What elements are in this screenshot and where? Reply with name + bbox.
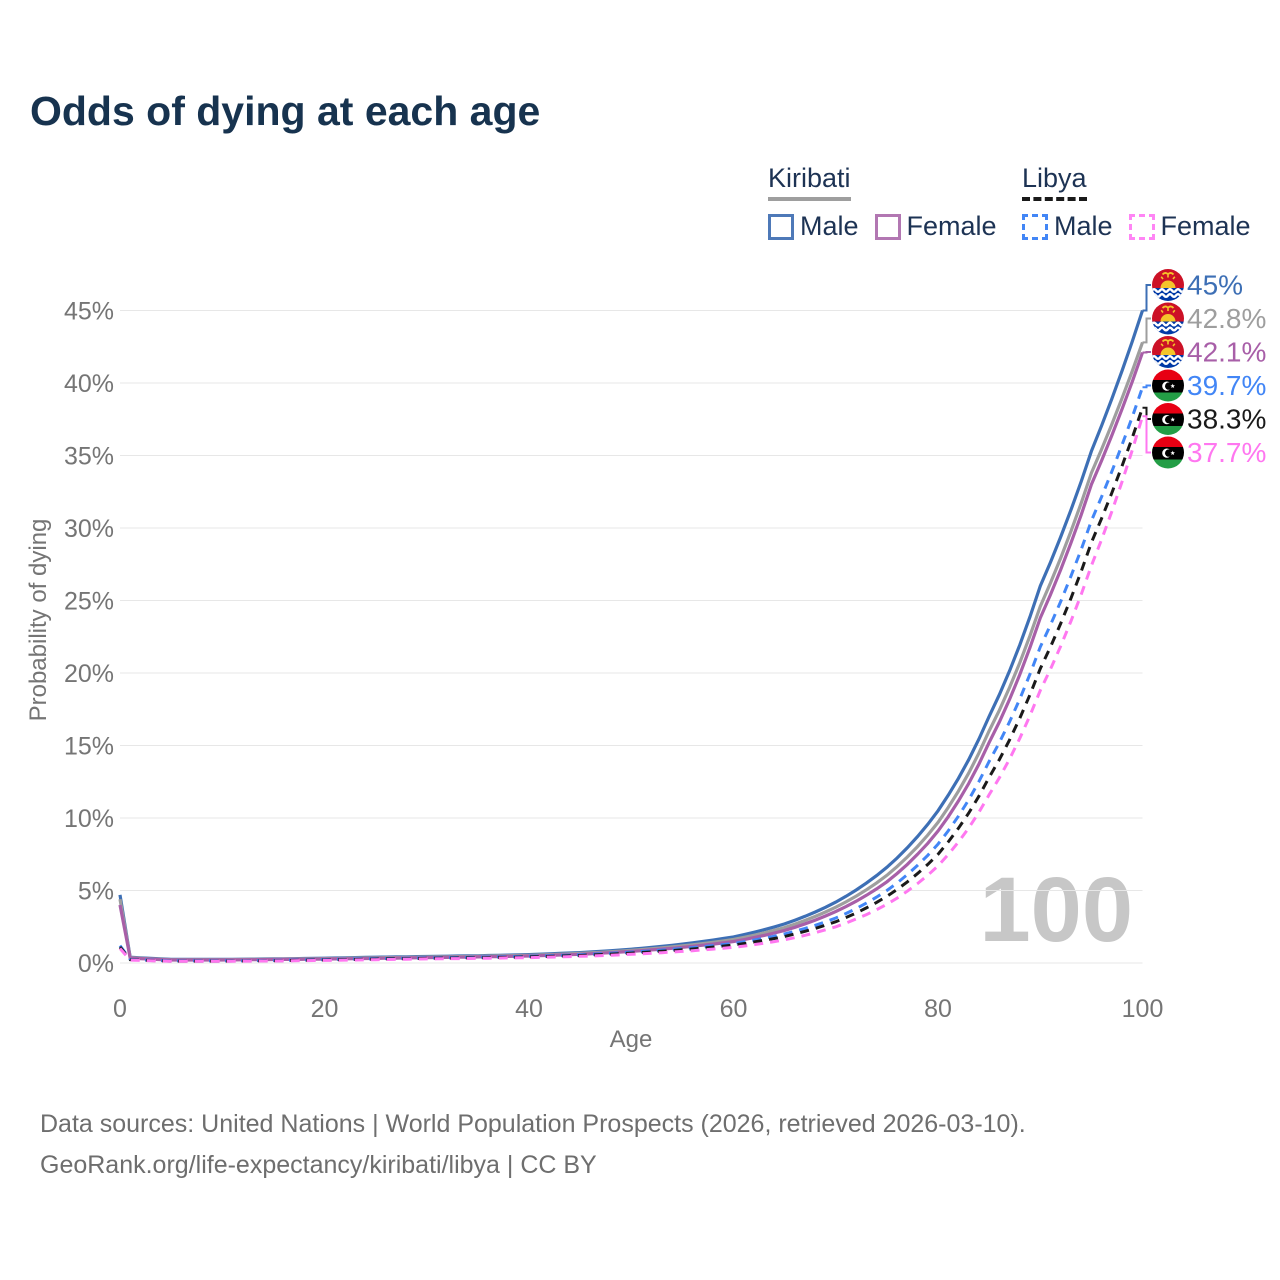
footer-sources: Data sources: United Nations | World Pop… [40,1110,1026,1138]
end-label-connector-kiribati-male [1142,284,1151,312]
end-label-connector-libya-female [1142,415,1151,454]
end-label-libya-male: 39.7% [1187,370,1266,401]
legend-label-libya-female[interactable]: Female [1160,211,1251,241]
end-label-connector-kiribati-female [1142,351,1151,354]
y-tick-label: 5% [78,878,114,906]
y-tick-label: 30% [64,515,114,543]
end-label-connectors [1142,284,1151,454]
end-labels: 45%42.8%42.1%39.7%38.3%37.7% [1187,270,1266,469]
legend-swatch-libya-female[interactable] [1128,213,1155,240]
y-tick-label: 45% [64,298,114,326]
legend-country-kiribati[interactable]: Kiribati [768,163,851,193]
y-tick-label: 40% [64,370,114,398]
age-counter-watermark: 100 [979,859,1134,961]
series-line-libya-male [118,386,1144,963]
libya-flag-icon [1152,437,1184,469]
legend-group-kiribati: Kiribati Male Female [768,163,1013,242]
series-line-kiribati-combined [118,341,1145,962]
legend-swatch-kiribati-male[interactable] [768,213,794,240]
gridlines-and-ticks: 0% 5% 10% 15% 20% 25% 30% 35% 40% 45% 0 20 40 60 80 100 [64,298,1163,1024]
y-tick-label: 15% [64,733,114,761]
series-line-kiribati-male [118,309,1145,961]
x-tick-label: 80 [924,995,952,1023]
libya-flag-icon [1152,370,1184,402]
end-label-connector-kiribati-combined [1142,317,1151,344]
end-label-kiribati-male: 45% [1187,270,1243,301]
end-label-libya-female: 37.7% [1187,437,1266,468]
legend-country-underline: Kiribati [768,163,851,201]
footer: Data sources: United Nations | World Pop… [40,1104,1026,1186]
page-title: Odds of dying at each age [30,88,541,134]
x-tick-label: 100 [1122,995,1164,1023]
legend-group-libya: Libya Male Female [1022,163,1267,242]
y-tick-label: 35% [64,443,114,471]
kiribati-flag-icon [1152,336,1184,368]
series-lines [118,309,1145,963]
series-line-libya-combined [118,407,1144,963]
y-tick-label: 20% [64,660,114,688]
series-line-libya-female [118,415,1144,963]
y-tick-label: 25% [64,588,114,616]
x-axis-title: Age [610,1026,653,1053]
legend-country-libya[interactable]: Libya [1022,163,1087,193]
footer-attribution: GeoRank.org/life-expectancy/kiribati/lib… [40,1151,597,1179]
end-label-libya-combined: 38.3% [1187,404,1266,435]
end-label-kiribati-combined: 42.8% [1187,303,1266,334]
legend-label-kiribati-male[interactable]: Male [800,211,859,241]
x-tick-label: 40 [515,995,543,1023]
end-label-kiribati-female: 42.1% [1187,337,1266,368]
end-label-connector-libya-male [1142,384,1151,389]
y-tick-label: 10% [64,805,114,833]
legend-swatch-kiribati-female[interactable] [874,213,901,240]
end-label-flags [1152,269,1184,469]
y-tick-label: 0% [78,950,114,978]
x-tick-label: 60 [720,995,748,1023]
y-axis-title: Probability of dying [25,519,52,722]
x-tick-label: 0 [113,995,127,1023]
x-tick-label: 20 [311,995,339,1023]
series-line-kiribati-female [118,351,1145,962]
kiribati-flag-icon [1152,303,1184,335]
libya-flag-icon [1152,403,1184,435]
legend-country-underline: Libya [1022,163,1087,201]
legend-swatch-libya-male[interactable] [1022,213,1048,240]
legend-label-kiribati-female[interactable]: Female [906,211,997,241]
legend-label-libya-male[interactable]: Male [1054,211,1113,241]
kiribati-flag-icon [1152,269,1184,301]
end-label-connector-libya-combined [1142,406,1151,420]
